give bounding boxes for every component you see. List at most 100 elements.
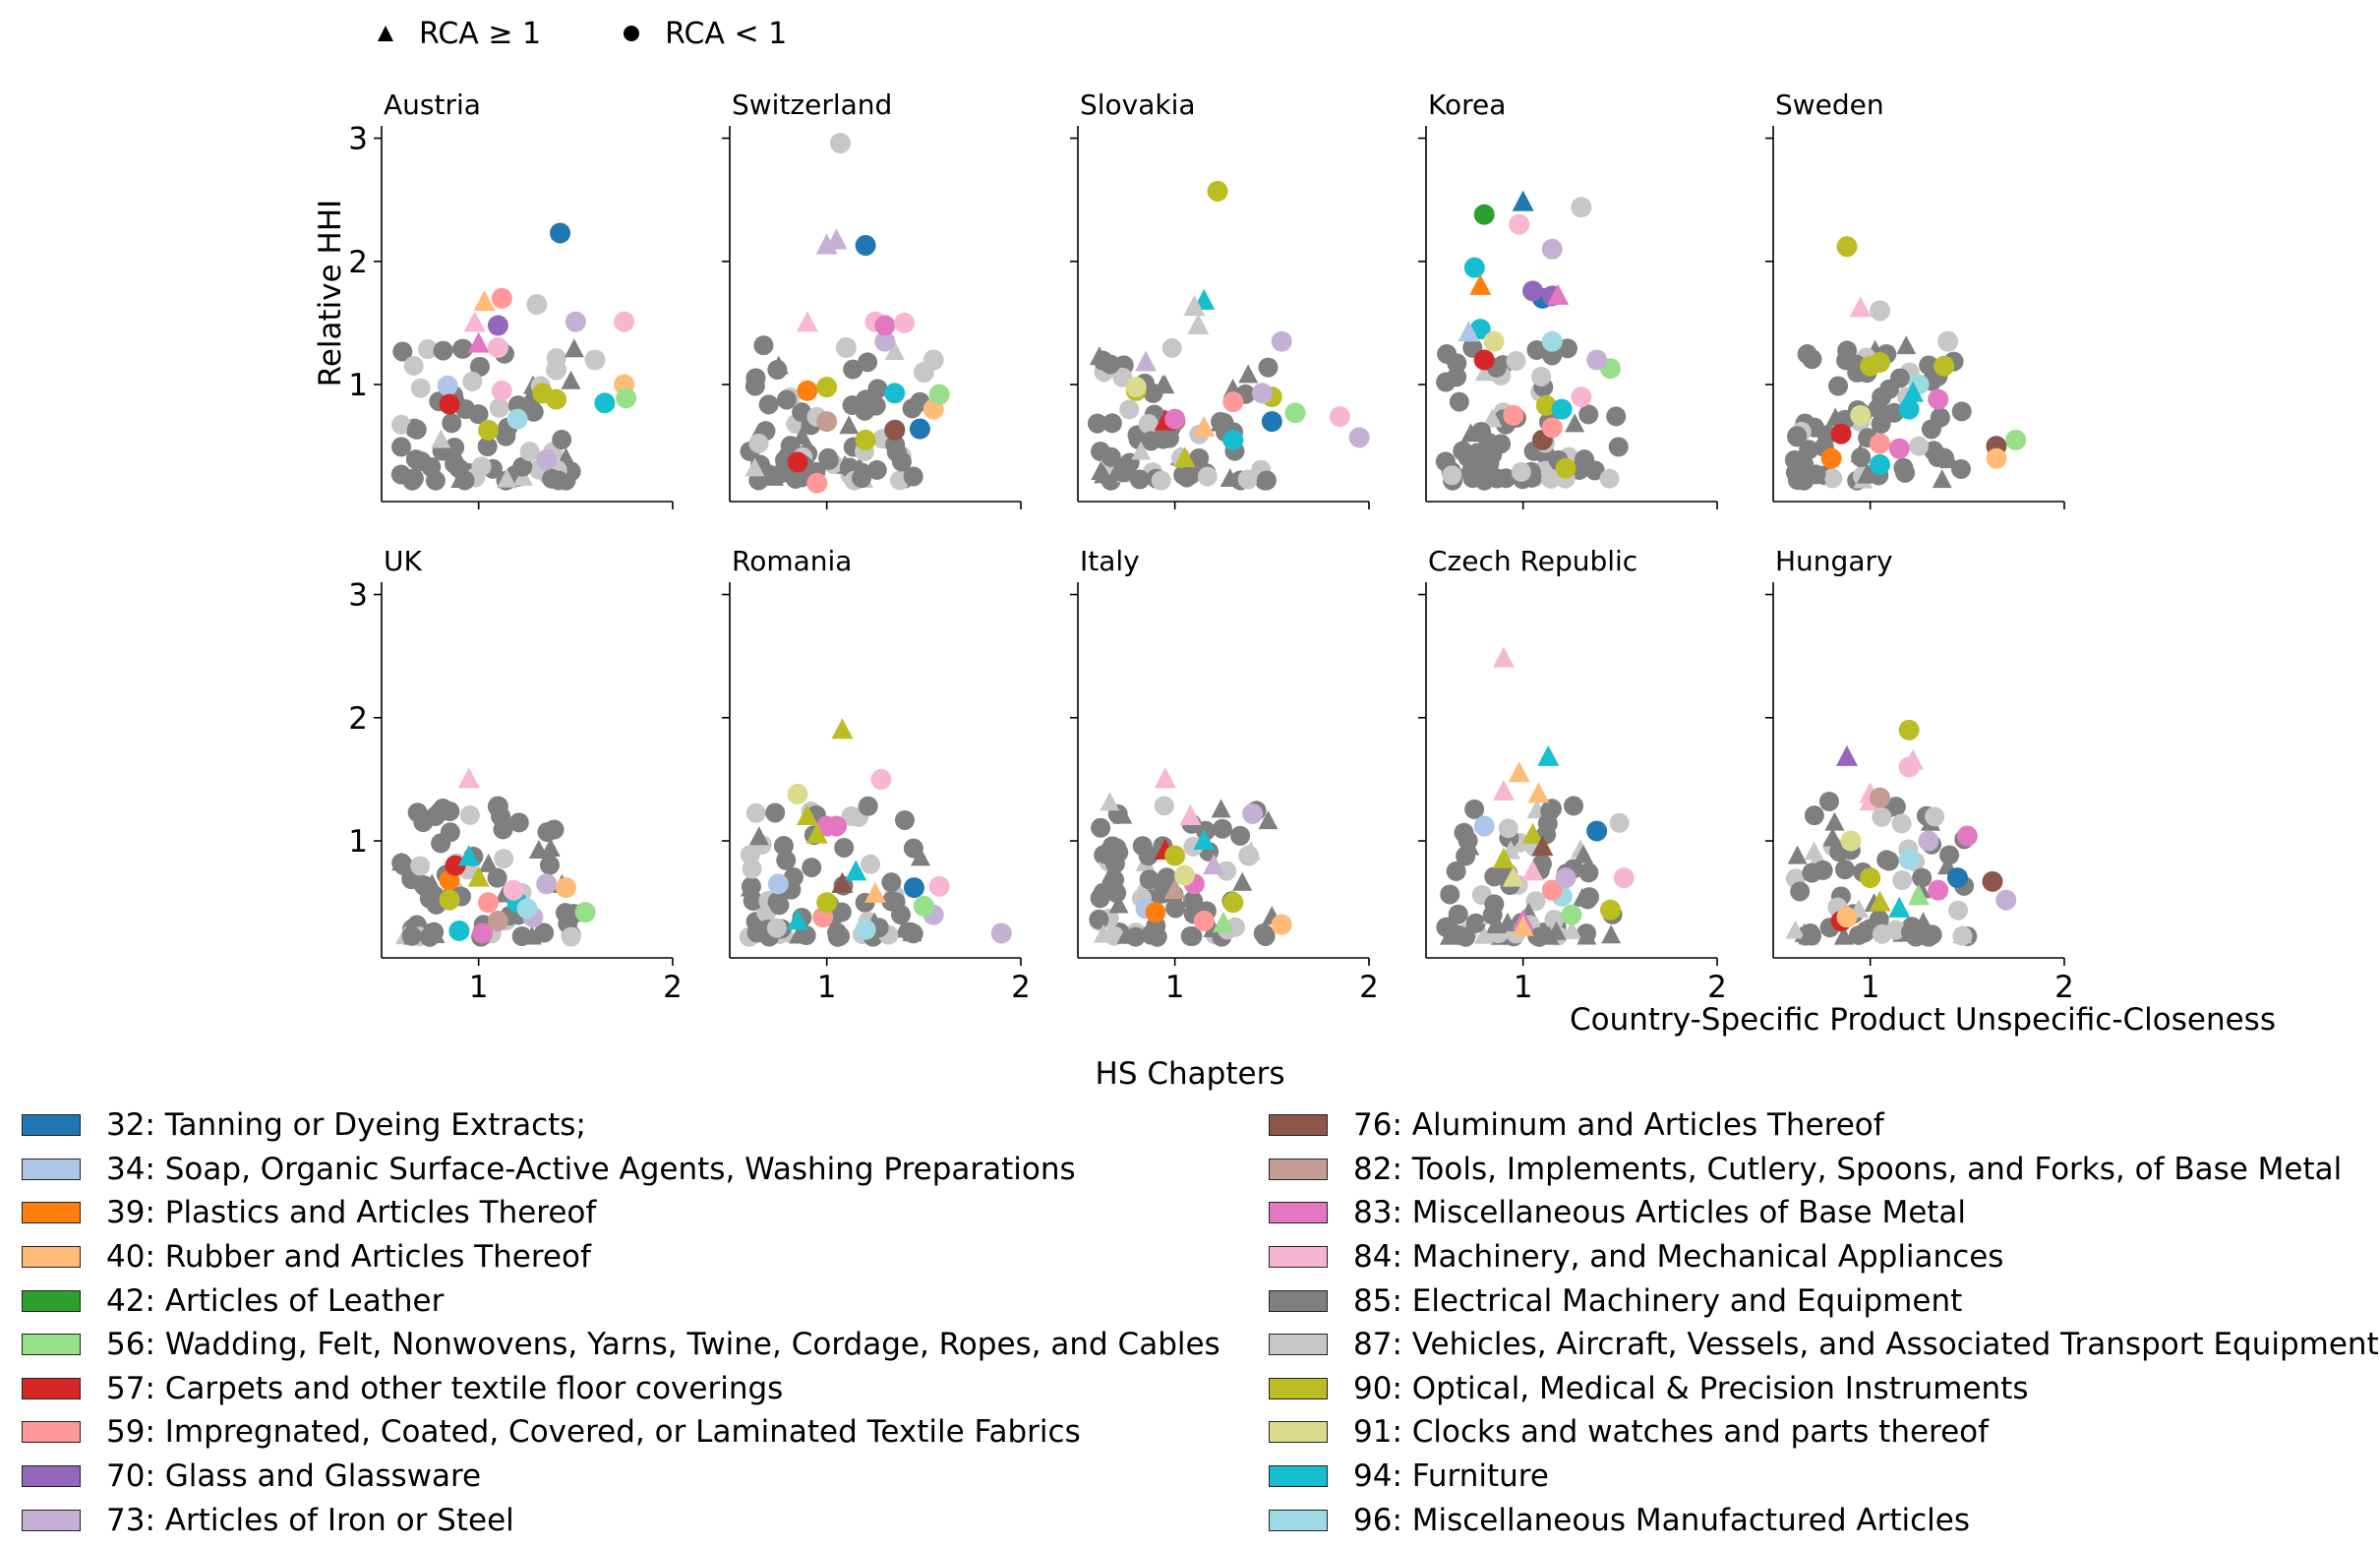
scatter-point-hs-83 [1888, 438, 1910, 459]
scatter-point [867, 379, 888, 399]
hs-legend-label: 91: Clocks and watches and parts thereof [1353, 1414, 1990, 1451]
scatter-point [746, 922, 767, 943]
scatter-point-hs-96 [1541, 330, 1563, 352]
scatter-point-hs-82 [1870, 787, 1891, 808]
scatter-point-hs-40 [473, 290, 496, 312]
scatter-point-hs-76 [884, 419, 906, 441]
scatter-point-hs-73 [1242, 803, 1264, 824]
scatter-point [773, 835, 794, 856]
scatter-point [1113, 462, 1134, 483]
scatter-point-hs-34 [767, 873, 789, 895]
scatter-point [1804, 805, 1824, 826]
scatter-point [1895, 462, 1916, 483]
scatter-point-hs-56 [616, 387, 637, 409]
scatter-point [1467, 443, 1488, 463]
panel-uk: UK 1 2 3 1 2 [348, 545, 683, 1005]
marker-legend-rca-low-label: RCA < 1 [665, 16, 788, 51]
scatter-point [839, 415, 860, 435]
hs-legend-item-73: 73: Articles of Iron or Steel [22, 1498, 1220, 1542]
scatter-point [1606, 406, 1627, 427]
scatter-point-hs-94 [884, 383, 906, 404]
hs-legend-swatch [22, 1465, 81, 1488]
scatter-point-hs-91 [1850, 404, 1872, 426]
scatter-point [894, 809, 915, 830]
scatter-point-hs-94 [1888, 896, 1911, 918]
scatter-point [1930, 407, 1950, 428]
scatter-point-hs-70 [1835, 744, 1858, 766]
marker-legend-rca-high-label: RCA ≥ 1 [419, 16, 542, 51]
scatter-point [1473, 924, 1494, 944]
scatter-point-hs-39 [1820, 447, 1842, 469]
scatter-point-hs-90 [1555, 457, 1577, 479]
scatter-point [1212, 818, 1232, 839]
scatter-point-hs-76 [1531, 835, 1554, 857]
scatter-point-hs-73 [565, 311, 586, 332]
scatter-point [391, 437, 412, 457]
scatter-point [1100, 792, 1120, 811]
scatter-point [901, 922, 922, 943]
scatter-point-hs-91 [1174, 864, 1196, 886]
scatter-point-hs-87 [1870, 300, 1891, 322]
scatter-point [459, 804, 480, 825]
scatter-point [1116, 924, 1137, 944]
scatter-point-hs-83 [472, 922, 494, 944]
scatter-point-hs-84 [928, 875, 950, 897]
scatter-point-hs-91 [787, 783, 808, 804]
scatter-point-hs-94 [1870, 453, 1891, 475]
scatter-point-hs-94 [1537, 744, 1560, 766]
scatter-point [540, 837, 561, 857]
scatter-point-hs-32 [909, 418, 930, 440]
scatter-point [1449, 391, 1469, 412]
scatter-point-hs-82 [1163, 878, 1186, 900]
hs-legend-swatch [1269, 1509, 1328, 1531]
scatter-point-hs-73 [1555, 867, 1577, 889]
panel-title: Hungary [1775, 545, 1893, 577]
scatter-point-hs-59 [1503, 404, 1524, 426]
scatter-point [776, 850, 797, 870]
scatter-point [1474, 362, 1495, 382]
hs-legend-item-82: 82: Tools, Implements, Cutlery, Spoons, … [1269, 1148, 2379, 1192]
scatter-point-hs-73 [536, 448, 558, 470]
hs-legend-item-91: 91: Clocks and watches and parts thereof [1269, 1410, 2379, 1455]
hs-legend-item-87: 87: Vehicles, Aircraft, Vessels, and Ass… [1269, 1323, 2379, 1367]
scatter-point [1891, 813, 1912, 834]
scatter-point [391, 852, 412, 871]
hs-legend-label: 76: Aluminum and Articles Thereof [1353, 1107, 1884, 1144]
scatter-point [890, 905, 911, 925]
scatter-point-hs-94 [1902, 381, 1925, 402]
scatter-point-hs-32 [1586, 820, 1608, 842]
scatter-point [748, 433, 769, 453]
scatter-point-hs-73 [990, 922, 1012, 944]
scatter-point [1868, 398, 1888, 419]
hs-legend-swatch [1269, 1377, 1328, 1399]
scatter-point [1180, 464, 1201, 485]
scatter-point-hs-40 [1508, 761, 1530, 783]
scatter-point-hs-87 [546, 359, 567, 381]
scatter-point [1506, 351, 1526, 372]
hs-legend-item-96: 96: Miscellaneous Manufactured Articles [1269, 1498, 2379, 1542]
y-tick-label: 2 [348, 245, 368, 280]
scatter-point-hs-84 [1613, 867, 1635, 889]
scatter-point [452, 338, 473, 359]
scatter-point [1437, 343, 1458, 364]
scatter-point [744, 376, 765, 396]
scatter-point [405, 449, 426, 470]
scatter-point [403, 355, 424, 376]
scatter-point [469, 356, 490, 377]
scatter-point [1578, 404, 1599, 425]
scatter-point [1238, 364, 1259, 384]
scatter-point [1795, 464, 1815, 485]
scatter-point [1804, 841, 1824, 861]
scatter-point [1217, 861, 1237, 881]
scatter-point [511, 925, 532, 946]
hs-legend-label: 40: Rubber and Articles Thereof [106, 1239, 591, 1276]
scatter-point [561, 926, 581, 947]
scatter-point [1131, 441, 1152, 460]
scatter-point-hs-84 [1154, 767, 1176, 789]
scatter-point [440, 802, 460, 822]
hs-legend-swatch [22, 1202, 81, 1224]
scatter-point-hs-73 [1203, 854, 1225, 875]
panel-korea: Korea [1418, 89, 1718, 509]
scatter-point-hs-90 [1599, 899, 1621, 921]
